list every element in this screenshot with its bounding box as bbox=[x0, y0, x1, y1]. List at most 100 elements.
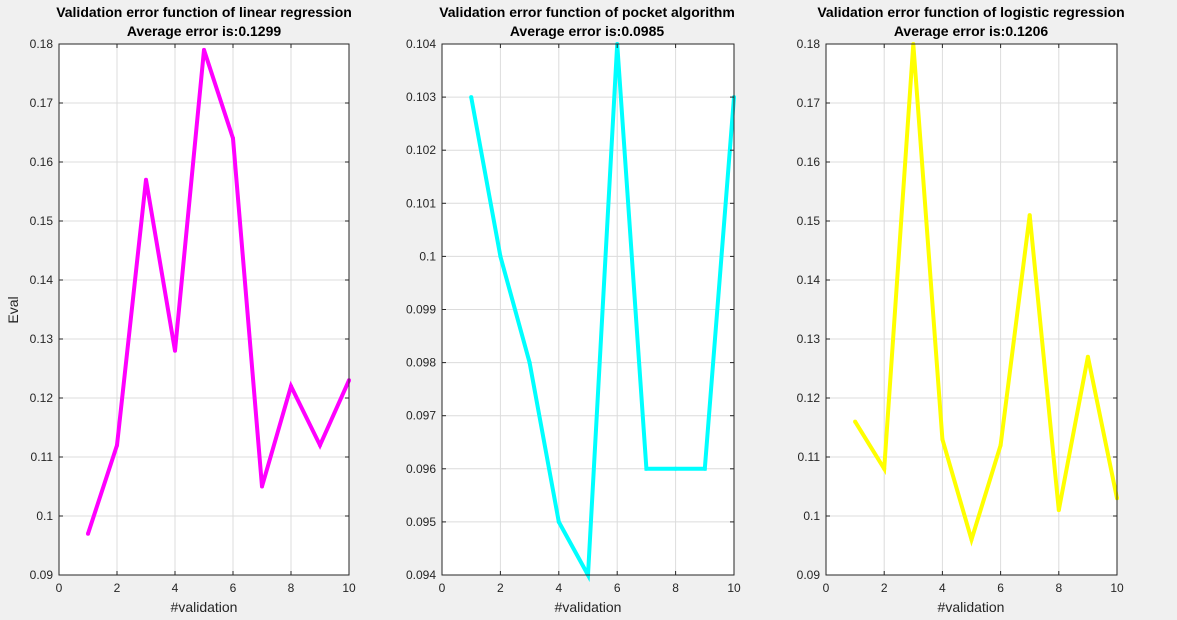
y-tick-labels: 0.09 0.1 0.11 0.12 0.13 0.14 0.15 0.16 0.17 0.18 bbox=[30, 37, 54, 582]
data-point-2 bbox=[882, 466, 887, 471]
data-point-8 bbox=[289, 384, 293, 389]
data-series bbox=[86, 47, 351, 536]
data-point-8 bbox=[673, 466, 678, 471]
x-tick-label: 2 bbox=[114, 581, 121, 595]
y-tick-label: 0.094 bbox=[406, 568, 436, 582]
data-point-5 bbox=[969, 537, 974, 542]
y-tick-label: 0.13 bbox=[30, 332, 54, 346]
series-line bbox=[86, 49, 351, 535]
y-tick-label: 0.14 bbox=[30, 273, 54, 287]
x-tick-label: 0 bbox=[439, 581, 446, 595]
x-tick-label: 6 bbox=[997, 581, 1004, 595]
chart-title: Validation error function of linear regr… bbox=[56, 4, 352, 20]
y-tick-label: 0.14 bbox=[797, 273, 821, 287]
data-point-4 bbox=[940, 437, 945, 442]
x-tick-label: 6 bbox=[230, 581, 237, 595]
x-axis-label: #validation bbox=[171, 599, 238, 615]
data-point-6 bbox=[231, 136, 235, 141]
series-line bbox=[853, 43, 1119, 547]
series-line bbox=[469, 43, 736, 583]
data-point-1 bbox=[469, 95, 474, 100]
chart-subtitle: Average error is:0.1206 bbox=[894, 23, 1049, 39]
x-tick-label: 6 bbox=[614, 581, 621, 595]
y-tick-label: 0.099 bbox=[406, 303, 436, 317]
x-tick-labels: 0 2 4 6 8 10 bbox=[439, 581, 741, 595]
y-tick-label: 0.16 bbox=[797, 155, 821, 169]
y-tick-labels: 0.094 0.095 0.096 0.097 0.098 0.099 0.1 0.101 0.… bbox=[406, 37, 436, 582]
y-tick-label: 0.18 bbox=[30, 37, 54, 51]
y-tick-label: 0.102 bbox=[406, 143, 436, 157]
data-point-3 bbox=[144, 177, 148, 182]
data-point-7 bbox=[1027, 213, 1032, 218]
data-series bbox=[469, 42, 736, 583]
y-tick-label: 0.09 bbox=[30, 568, 54, 582]
data-point-1 bbox=[853, 419, 858, 424]
data-point-7 bbox=[260, 484, 264, 489]
plot-area bbox=[826, 44, 1117, 575]
y-tick-label: 0.12 bbox=[797, 391, 821, 405]
x-tick-label: 8 bbox=[288, 581, 295, 595]
data-point-1 bbox=[86, 531, 90, 536]
y-tick-label: 0.17 bbox=[797, 96, 821, 110]
chart-title: Validation error function of pocket algo… bbox=[439, 4, 735, 20]
x-tick-labels: 0 2 4 6 8 10 bbox=[56, 581, 356, 595]
y-tick-label: 0.1 bbox=[36, 509, 53, 523]
data-point-4 bbox=[556, 519, 561, 524]
y-tick-label: 0.103 bbox=[406, 90, 436, 104]
x-tick-label: 4 bbox=[172, 581, 179, 595]
chart-panel-logistic-regression: Validation error function of logistic re… bbox=[797, 4, 1125, 615]
x-tick-label: 2 bbox=[881, 581, 888, 595]
x-tick-label: 10 bbox=[1110, 581, 1124, 595]
y-tick-labels: 0.09 0.1 0.11 0.12 0.13 0.14 0.15 0.16 0.17 0.18 bbox=[797, 37, 821, 582]
x-tick-label: 0 bbox=[56, 581, 63, 595]
data-series bbox=[853, 42, 1119, 547]
data-point-9 bbox=[702, 466, 707, 471]
chart-subtitle: Average error is:0.1299 bbox=[127, 23, 282, 39]
data-point-7 bbox=[644, 466, 649, 471]
x-tick-labels: 0 2 4 6 8 10 bbox=[823, 581, 1124, 595]
x-tick-label: 8 bbox=[1055, 581, 1062, 595]
data-point-2 bbox=[115, 443, 119, 448]
y-tick-label: 0.101 bbox=[406, 196, 436, 210]
x-axis-label: #validation bbox=[555, 599, 622, 615]
y-tick-label: 0.1 bbox=[803, 509, 820, 523]
axes-frame bbox=[825, 43, 1118, 576]
data-point-4 bbox=[173, 348, 177, 353]
x-tick-label: 2 bbox=[497, 581, 504, 595]
chart-title: Validation error function of logistic re… bbox=[817, 4, 1124, 20]
y-tick-label: 0.095 bbox=[406, 515, 436, 529]
y-tick-label: 0.09 bbox=[797, 568, 821, 582]
data-point-9 bbox=[1085, 354, 1090, 359]
y-tick-label: 0.15 bbox=[30, 214, 54, 228]
x-tick-label: 10 bbox=[342, 581, 356, 595]
grid-lines bbox=[58, 43, 350, 576]
x-axis-label: #validation bbox=[938, 599, 1005, 615]
chart-panel-pocket-algorithm: Validation error function of pocket algo… bbox=[406, 4, 741, 615]
y-tick-label: 0.12 bbox=[30, 391, 54, 405]
y-tick-label: 0.096 bbox=[406, 462, 436, 476]
data-point-8 bbox=[1056, 508, 1061, 513]
y-tick-label: 0.13 bbox=[797, 332, 821, 346]
y-tick-label: 0.17 bbox=[30, 96, 54, 110]
data-point-3 bbox=[527, 360, 532, 365]
y-tick-label: 0.15 bbox=[797, 214, 821, 228]
plot-area bbox=[59, 44, 349, 575]
y-tick-label: 0.098 bbox=[406, 356, 436, 370]
y-tick-label: 0.16 bbox=[30, 155, 54, 169]
data-point-5 bbox=[202, 47, 206, 52]
y-tick-label: 0.097 bbox=[406, 409, 436, 423]
data-point-2 bbox=[498, 254, 503, 259]
y-tick-label: 0.11 bbox=[31, 450, 54, 464]
y-tick-label: 0.1 bbox=[419, 249, 436, 263]
data-point-9 bbox=[318, 443, 322, 448]
data-point-6 bbox=[998, 443, 1003, 448]
grid-lines bbox=[441, 43, 735, 576]
x-tick-label: 0 bbox=[823, 581, 830, 595]
y-tick-label: 0.11 bbox=[798, 450, 821, 464]
y-tick-label: 0.104 bbox=[406, 37, 436, 51]
x-tick-label: 4 bbox=[939, 581, 946, 595]
x-tick-label: 4 bbox=[555, 581, 562, 595]
x-tick-label: 8 bbox=[672, 581, 679, 595]
y-axis-label: Eval bbox=[5, 296, 21, 323]
